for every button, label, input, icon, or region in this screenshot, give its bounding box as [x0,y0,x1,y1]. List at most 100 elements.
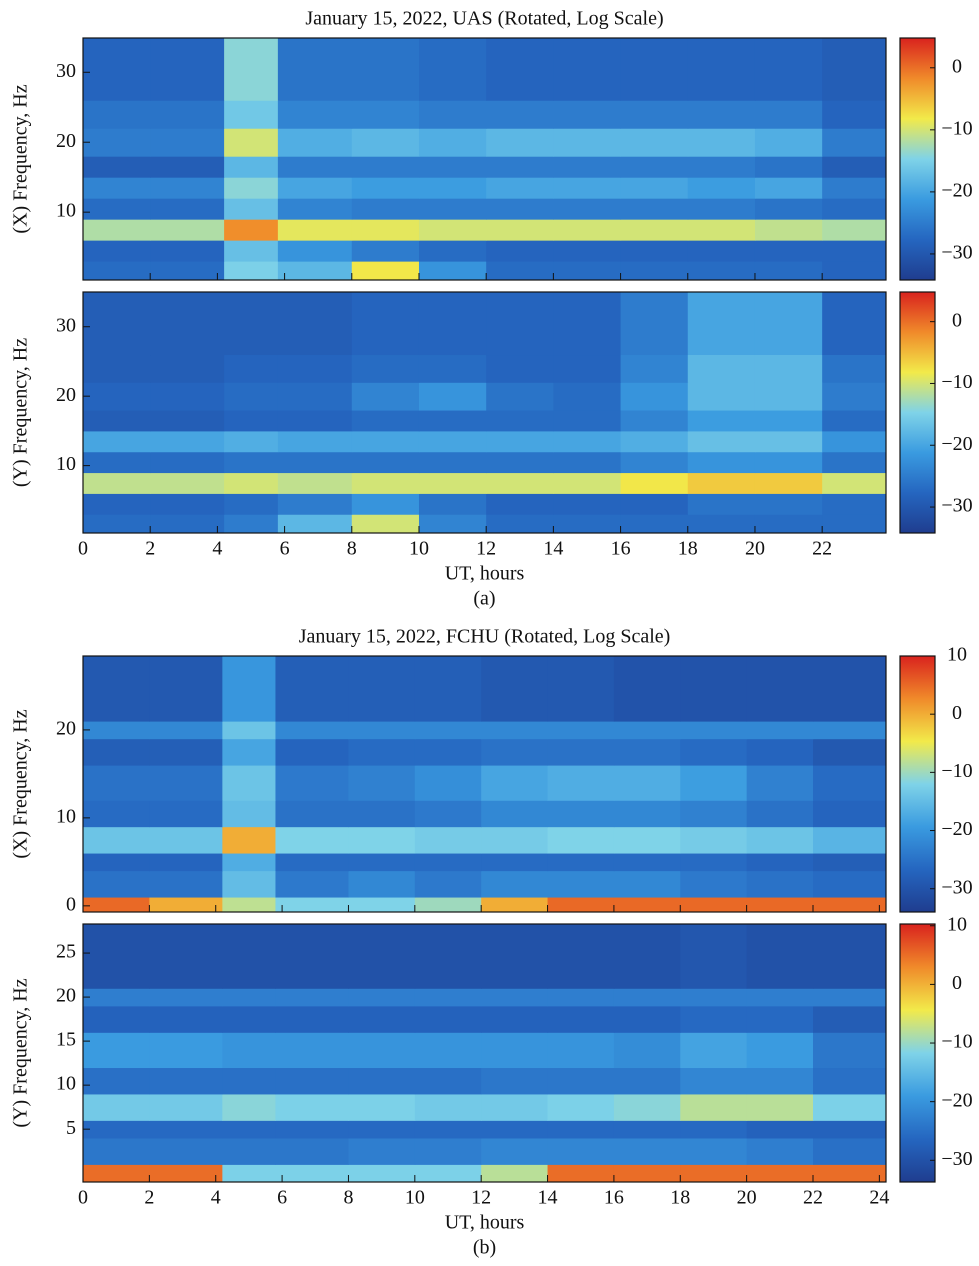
x-tick-label: 8 [343,1187,353,1209]
heatmap-cell [754,382,823,411]
heatmap-cell [418,100,487,129]
heatmap-cell [481,721,549,740]
heatmap-cell [222,738,276,766]
heatmap-cell [83,1164,150,1182]
heatmap-cell [418,128,487,157]
heatmap-cell [149,1120,223,1139]
heatmap-cell [414,721,482,740]
heatmap-cell [620,410,689,432]
heatmap-cell [277,177,353,199]
heatmap-cell [351,451,420,474]
heatmap-cell [150,156,225,178]
heatmap-cell [348,656,416,722]
heatmap-cell [822,430,886,453]
heatmap-cell [224,410,279,432]
heatmap-cell [613,1093,681,1121]
heatmap-cell [275,1067,349,1095]
heatmap-cell [275,870,349,898]
heatmap-cell [222,765,276,801]
heatmap-cell [746,1093,814,1121]
heatmap-cell [418,156,487,178]
heatmap-cell [486,493,554,515]
x-tick-label: 16 [604,1187,624,1209]
colorbar-tick-label: −20 [941,433,972,455]
heatmap-cell [348,1120,416,1139]
colorbar [899,655,936,913]
heatmap-cell [83,1120,150,1139]
heatmap-cell [553,177,622,199]
y-axis-label: (X) Frequency, Hz [10,709,32,858]
colorbar-tick-label: −10 [941,371,972,393]
heatmap-cell [83,924,150,989]
y-tick-label: 10 [56,1073,76,1095]
heatmap-cell [277,128,353,157]
heatmap-cell [414,826,482,854]
heatmap-cell [149,1137,223,1165]
heatmap-cell [150,292,225,356]
heatmap-cell [813,721,886,740]
colorbar-tick-label: −20 [941,818,972,840]
heatmap-cell [687,514,756,533]
heatmap-cell [149,988,223,1007]
heatmap-cell [687,354,756,383]
heatmap-cell [680,870,748,898]
heatmap-cell [613,988,681,1007]
heatmap-cell [277,451,353,474]
x-tick-label: 18 [670,1187,690,1209]
heatmap-cell [83,826,150,854]
heatmap-cell [418,514,487,533]
heatmap-cell [547,988,615,1007]
heatmap-cell [277,219,353,241]
heatmap-cell [547,1164,615,1182]
colorbar-tick-label: 0 [952,972,962,994]
heatmap-cell [680,738,748,766]
heatmap-cell [277,493,353,515]
heatmap-cell [277,240,353,262]
heatmap-cell [83,656,150,722]
heatmap-cell [348,1032,416,1069]
heatmap-cell [481,826,549,854]
heatmap-cell [486,198,554,220]
plot-frame [82,291,887,534]
heatmap-cell [553,493,622,515]
heatmap-cell [150,38,225,101]
heatmap-cell [275,1120,349,1139]
heatmap-cell [746,1137,814,1165]
y-tick-label: 10 [56,805,76,827]
heatmap-cell [351,430,420,453]
heatmap-cell [754,38,823,101]
heatmap-cell [813,1067,886,1095]
heatmap-cell [222,897,276,912]
heatmap-cell [277,261,353,280]
heatmap-cell [83,1067,150,1095]
heatmap-cell [547,800,615,828]
colorbar [899,923,936,1183]
heatmap-cell [348,897,416,912]
heatmap-cell [224,493,279,515]
heatmap-cell [680,988,748,1007]
heatmap-cell [687,410,756,432]
heatmap-cell [553,430,622,453]
heatmap-cell [813,738,886,766]
heatmap-cell [348,1067,416,1095]
heatmap-cell [83,292,151,356]
y-tick-label: 15 [56,1029,76,1051]
heatmap-cell [414,1093,482,1121]
heatmap-cell [149,853,223,872]
heatmap-cell [150,177,225,199]
heatmap-cell [351,177,420,199]
heatmap-cell [83,1137,150,1165]
heatmap-cell [680,1067,748,1095]
heatmap-cell [822,451,886,474]
heatmap-cell [83,988,150,1007]
heatmap-cell [275,721,349,740]
heatmap-cell [754,354,823,383]
heatmap-cell [224,514,279,533]
x-tick-label: 10 [409,538,429,560]
heatmap-cell [275,1164,349,1182]
heatmap-cell [680,1093,748,1121]
heatmap-cell [822,382,886,411]
x-tick-label: 20 [737,1187,757,1209]
heatmap-cell [351,514,420,533]
heatmap-cell [754,292,823,356]
